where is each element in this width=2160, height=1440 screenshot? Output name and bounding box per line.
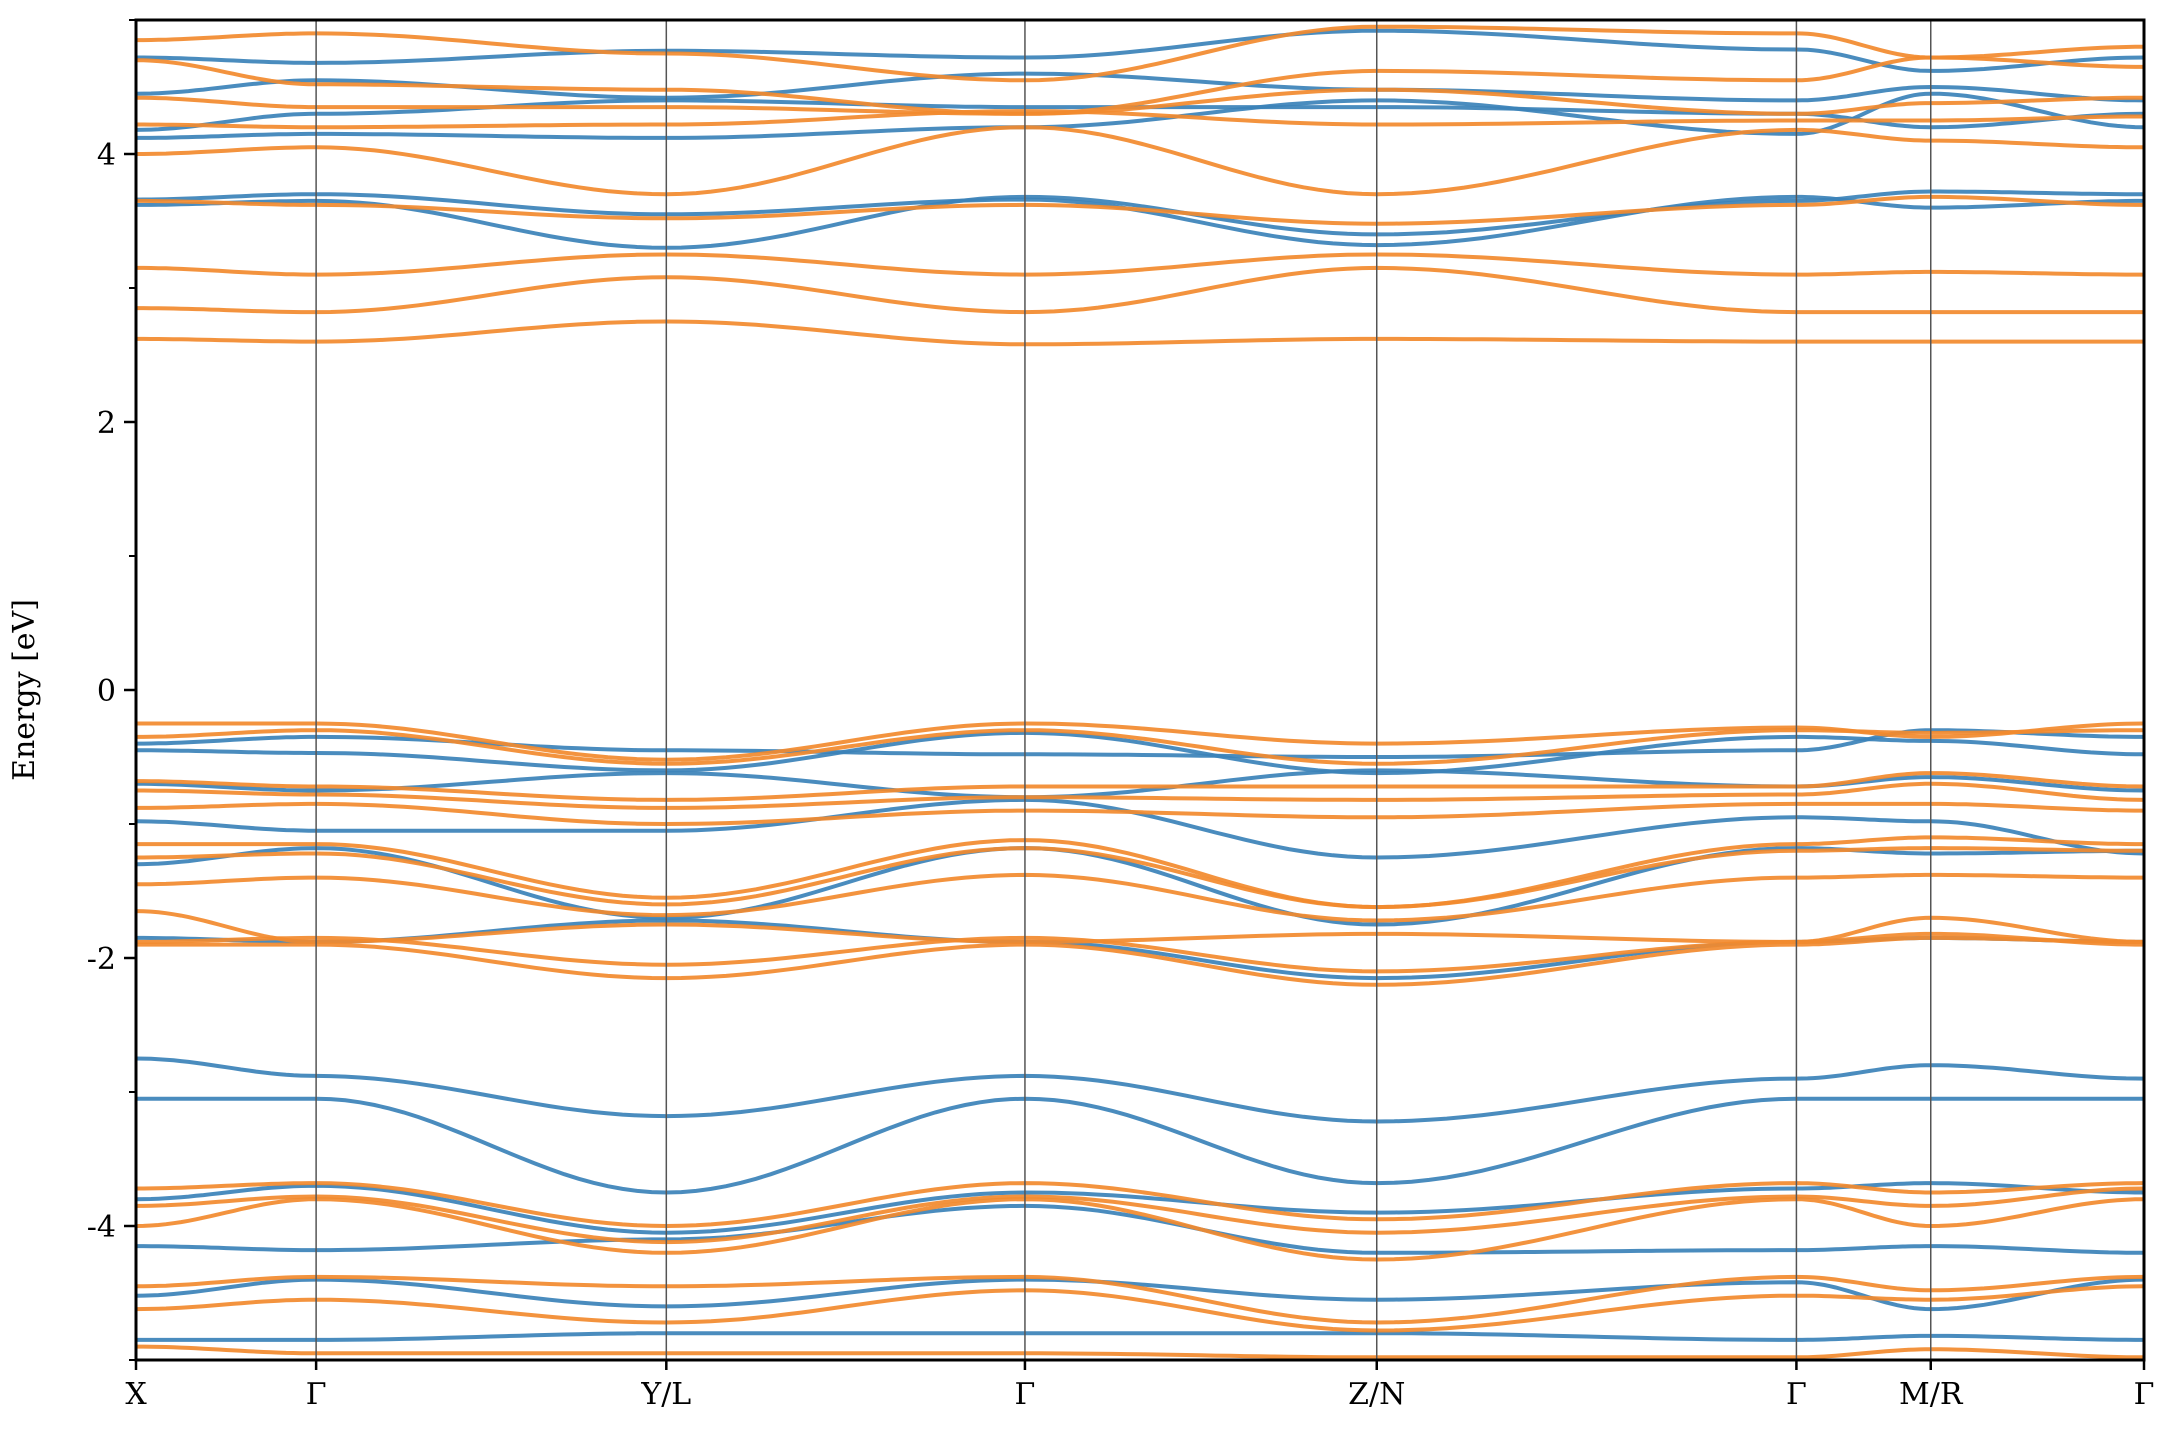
band-line-series1-6 [136,192,2144,248]
band-line-series2-21 [136,1181,2144,1229]
y-axis-ticks: -4 -2 0 2 4 [87,19,136,1361]
kpoint-label: Γ [1015,1377,1036,1412]
band-line-series1-2 [136,71,2144,103]
band-line-series1-4 [136,91,2144,140]
band-line-series2-16 [136,846,2144,910]
band-line-series1-14 [136,1096,2144,1195]
kpoint-label: Γ [1786,1377,1807,1412]
band-line-series2-10 [136,721,2144,762]
band-line-series2-24 [136,1274,2144,1325]
kpoint-label: Γ [306,1377,327,1412]
band-line-series1-8 [136,730,2144,776]
band-line-series2-12 [136,771,2144,802]
band-line-series2-25 [136,1284,2144,1333]
x-axis-ticks: X Γ Y/L Γ Z/N Γ M/R Γ [125,1360,2154,1412]
band-lines [136,24,2144,1360]
band-line-series2-8 [136,265,2144,315]
band-line-series2-23 [136,1197,2144,1262]
band-line-series1-3 [136,98,2144,132]
band-line-series2-1 [136,24,2144,83]
kpoint-label: Z/N [1348,1377,1405,1412]
kpoint-label: Γ [2134,1377,2155,1412]
band-line-series2-22 [136,1186,2144,1245]
kpoint-label: M/R [1899,1377,1964,1412]
band-line-series2-3 [136,87,2144,116]
band-line-series2-5 [136,125,2144,197]
band-line-series2-6 [136,194,2144,226]
band-line-series2-20 [136,935,2144,987]
band-line-series2-19 [136,931,2144,974]
band-line-series2-9 [136,319,2144,347]
band-line-series1-18 [136,1331,2144,1342]
kpoint-label: Y/L [640,1377,691,1412]
band-line-series1-10 [136,797,2144,860]
y-tick-label: 2 [97,406,116,441]
band-line-series2-7 [136,252,2144,277]
plot-frame [134,18,2146,1362]
band-line-series2-11 [136,728,2144,766]
band-line-series1-17 [136,1277,2144,1312]
band-line-series1-11 [136,846,2144,927]
y-tick-label: -2 [87,942,116,977]
band-line-series2-4 [136,109,2144,130]
band-line-series1-13 [136,1056,2144,1124]
y-tick-label: 4 [97,138,116,173]
band-line-series1-1 [136,28,2144,73]
y-tick-label: -4 [87,1210,116,1245]
kpoint-label: X [125,1377,147,1412]
y-axis-label: Energy [eV] [7,599,42,781]
band-line-series2-13 [136,781,2144,810]
band-line-series2-26 [136,1344,2144,1360]
y-tick-label: 0 [97,674,116,709]
band-line-series2-15 [136,835,2144,910]
band-line-series2-2 [136,55,2144,116]
band-line-series2-14 [136,801,2144,827]
band-line-series2-17 [136,872,2144,923]
kpoint-divider-lines [315,20,1932,1360]
